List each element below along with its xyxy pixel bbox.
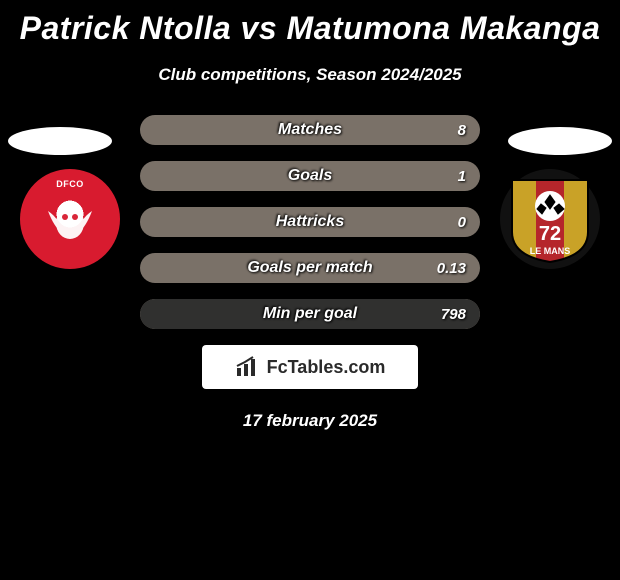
brand-box: FcTables.com xyxy=(202,345,418,389)
stat-value: 0 xyxy=(458,214,466,231)
stat-label: Matches xyxy=(140,121,480,139)
stat-row: Hattricks 0 xyxy=(140,207,480,237)
club-badge-right: 72 LE MANS xyxy=(500,169,600,269)
stat-value: 1 xyxy=(458,168,466,185)
comparison-area: DFCO xyxy=(0,115,620,431)
stat-label: Min per goal xyxy=(140,305,480,323)
stat-value: 0.13 xyxy=(437,260,466,277)
shield-icon: 72 LE MANS xyxy=(508,174,592,264)
stat-row: Min per goal 798 xyxy=(140,299,480,329)
player-left-ellipse xyxy=(8,127,112,155)
stat-label: Goals xyxy=(140,167,480,185)
stat-value: 798 xyxy=(441,306,466,323)
stat-label: Goals per match xyxy=(140,259,480,277)
owl-icon xyxy=(40,189,100,249)
date-text: 17 february 2025 xyxy=(0,411,620,431)
subtitle: Club competitions, Season 2024/2025 xyxy=(0,65,620,85)
badge-number: 72 xyxy=(539,223,561,245)
stats-list: Matches 8 Goals 1 Hattricks 0 Goals per … xyxy=(140,115,480,329)
bar-chart-icon xyxy=(235,356,261,378)
stat-label: Hattricks xyxy=(140,213,480,231)
badge-label: LE MANS xyxy=(530,246,571,256)
club-badge-left: DFCO xyxy=(20,169,120,269)
brand-text: FcTables.com xyxy=(267,357,386,378)
stat-value: 8 xyxy=(458,122,466,139)
stat-row: Matches 8 xyxy=(140,115,480,145)
club-badge-left-label: DFCO xyxy=(56,179,84,189)
stat-row: Goals per match 0.13 xyxy=(140,253,480,283)
stat-row: Goals 1 xyxy=(140,161,480,191)
player-right-ellipse xyxy=(508,127,612,155)
page-title: Patrick Ntolla vs Matumona Makanga xyxy=(0,0,620,47)
